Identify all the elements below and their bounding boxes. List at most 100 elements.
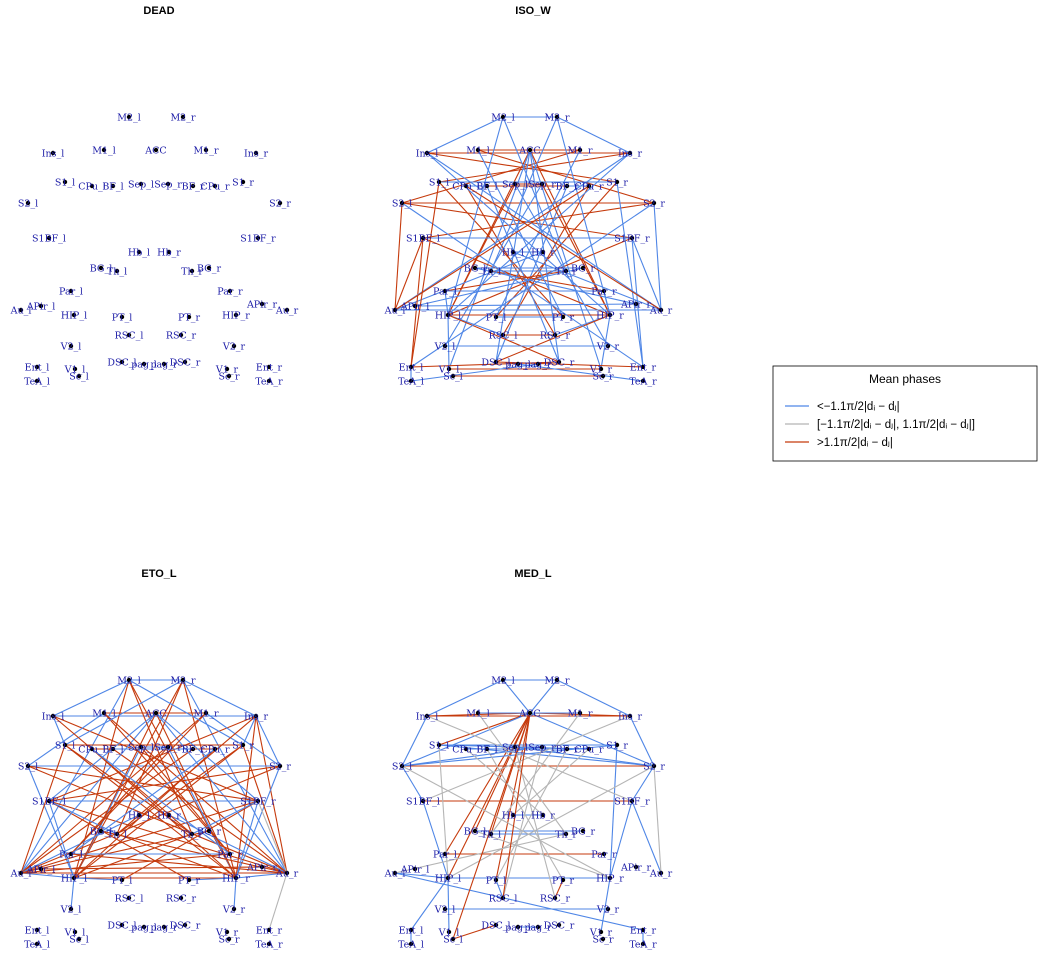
node-dot-HIP_r xyxy=(607,875,613,881)
node-dot-ACC xyxy=(153,710,159,716)
node-label-TeA_l: TeA_l xyxy=(24,940,50,951)
edge-Ins_r-S1BF_l xyxy=(422,715,631,802)
node-dot-RSC_l xyxy=(126,332,132,338)
legend-label-positive: >1.1π/2|dᵢ − dⱼ| xyxy=(817,437,893,449)
node-label-APir_l: APir_l xyxy=(26,865,56,876)
node-label-BG_r: BG_r xyxy=(571,264,595,275)
edge-HIP_l-PT_l xyxy=(73,877,123,881)
node-dot-DSC_r xyxy=(556,922,562,928)
node-label-TeA_l: TeA_l xyxy=(398,940,424,951)
edge-S2_l-Au_l xyxy=(394,202,403,311)
node-label-Hb_l: Hb_l xyxy=(502,248,524,259)
node-dot-Hb_l xyxy=(136,249,142,255)
node-dot-Ent_r xyxy=(266,364,272,370)
node-label-pag_l: pag_l xyxy=(131,923,157,934)
node-label-Ins_r: Ins_r xyxy=(244,149,268,160)
node-dot-Sep_r xyxy=(539,181,545,187)
node-dot-V1_l xyxy=(72,929,78,935)
node-dot-PT_l xyxy=(493,877,499,883)
edge-S1BF_r-HIP_r xyxy=(235,800,259,879)
edge-S2_r-S1BF_r xyxy=(631,765,655,802)
node-label-Sc_r: Sc_r xyxy=(218,935,240,946)
edge-M2_l-ACC xyxy=(502,679,531,714)
node-label-Au_r: Au_r xyxy=(275,306,299,317)
node-label-CPu_l: CPu_l xyxy=(78,182,106,193)
edge-BF_l-PT_r xyxy=(486,748,564,881)
node-label-BF_r: BF_r xyxy=(182,182,205,193)
edge-S2_l-Sep_r xyxy=(401,746,543,767)
panel-title: DEAD xyxy=(143,5,174,17)
node-label-Au_l: Au_l xyxy=(10,306,32,317)
node-label-Th_l: Th_l xyxy=(107,830,127,841)
edge-S1BF_r-Au_r xyxy=(631,237,662,311)
node-dot-S1_l xyxy=(62,742,68,748)
node-label-S1BF_r: S1BF_r xyxy=(614,234,650,245)
node-dot-Th_l xyxy=(114,831,120,837)
node-label-ACC: ACC xyxy=(144,146,166,157)
edge-ACC-HIP_r xyxy=(529,149,611,316)
edge-S1BF_l-Au_r xyxy=(48,800,288,874)
node-label-M2_l: M2_l xyxy=(491,676,515,687)
node-dot-S1_l xyxy=(62,179,68,185)
node-label-V1_r: V1_r xyxy=(215,365,239,376)
node-dot-ACC xyxy=(153,147,159,153)
edge-BG_l-APir_r xyxy=(474,267,637,305)
node-dot-APir_l xyxy=(412,866,418,872)
node-label-V2_r: V2_r xyxy=(596,905,620,916)
node-dot-S1_l xyxy=(436,179,442,185)
node-label-pag_r: pag_r xyxy=(524,923,552,934)
node-dot-V1_r xyxy=(224,929,230,935)
edge-S2_l-Au_r xyxy=(27,765,288,874)
node-label-BF_l: BF_l xyxy=(102,182,123,193)
node-dot-HIP_l xyxy=(445,875,451,881)
node-label-CPu_r: CPu_r xyxy=(200,182,230,193)
node-dot-BF_l xyxy=(110,746,116,752)
edge-HIP_l-Ent_l xyxy=(410,877,449,931)
edge-S1_l-Au_l xyxy=(20,744,66,874)
node-dot-S2_r xyxy=(651,763,657,769)
edge-M2_l-Ins_l xyxy=(426,116,504,154)
node-dot-BF_r xyxy=(564,183,570,189)
edge-M2_r-Ins_r xyxy=(182,679,257,717)
node-dot-V2_r xyxy=(605,906,611,912)
node-dot-M2_r xyxy=(180,114,186,120)
node-dot-Ent_l xyxy=(34,364,40,370)
node-dot-CPu_l xyxy=(89,183,95,189)
node-label-Ent_r: Ent_r xyxy=(630,926,657,937)
node-dot-M1_l xyxy=(475,147,481,153)
edge-S1_l-Ent_l xyxy=(410,181,440,368)
node-dot-Ins_r xyxy=(253,150,259,156)
edge-CPu_l-Par_r xyxy=(91,748,231,855)
node-label-HIP_r: HIP_r xyxy=(222,311,250,322)
node-dot-RSC_r xyxy=(552,332,558,338)
edge-M2_r-Th_l xyxy=(116,679,184,835)
node-label-pag_l: pag_l xyxy=(505,923,531,934)
edge-S1BF_l-HIP_l xyxy=(422,800,449,879)
node-dot-Sep_r xyxy=(165,181,171,187)
node-label-Au_l: Au_l xyxy=(384,869,406,880)
node-label-Sep_l: Sep_l xyxy=(502,743,528,754)
node-label-pag_l: pag_l xyxy=(505,360,531,371)
node-dot-Ins_l xyxy=(424,713,430,719)
node-dot-TeA_l xyxy=(408,941,414,947)
node-label-Sep_r: Sep_r xyxy=(528,743,556,754)
node-label-Sep_r: Sep_r xyxy=(528,180,556,191)
node-dot-S1BF_l xyxy=(420,235,426,241)
node-label-CPu_l: CPu_l xyxy=(78,745,106,756)
edge-S1_r-PT_l xyxy=(495,181,618,318)
edge-S1BF_l-HIP_l xyxy=(48,800,75,879)
node-label-S2_l: S2_l xyxy=(18,762,38,773)
node-label-Par_r: Par_r xyxy=(591,287,617,298)
node-dot-S1_r xyxy=(240,179,246,185)
node-label-BG_r: BG_r xyxy=(197,827,221,838)
node-dot-Par_l xyxy=(442,851,448,857)
node-label-RSC_r: RSC_r xyxy=(166,894,197,905)
node-label-Sc_r: Sc_r xyxy=(218,372,240,383)
node-label-S2_r: S2_r xyxy=(643,199,665,210)
node-dot-S1BF_l xyxy=(46,798,52,804)
node-dot-BG_r xyxy=(580,265,586,271)
node-dot-Th_l xyxy=(114,268,120,274)
node-label-M1_l: M1_l xyxy=(466,709,490,720)
node-dot-S1_r xyxy=(240,742,246,748)
